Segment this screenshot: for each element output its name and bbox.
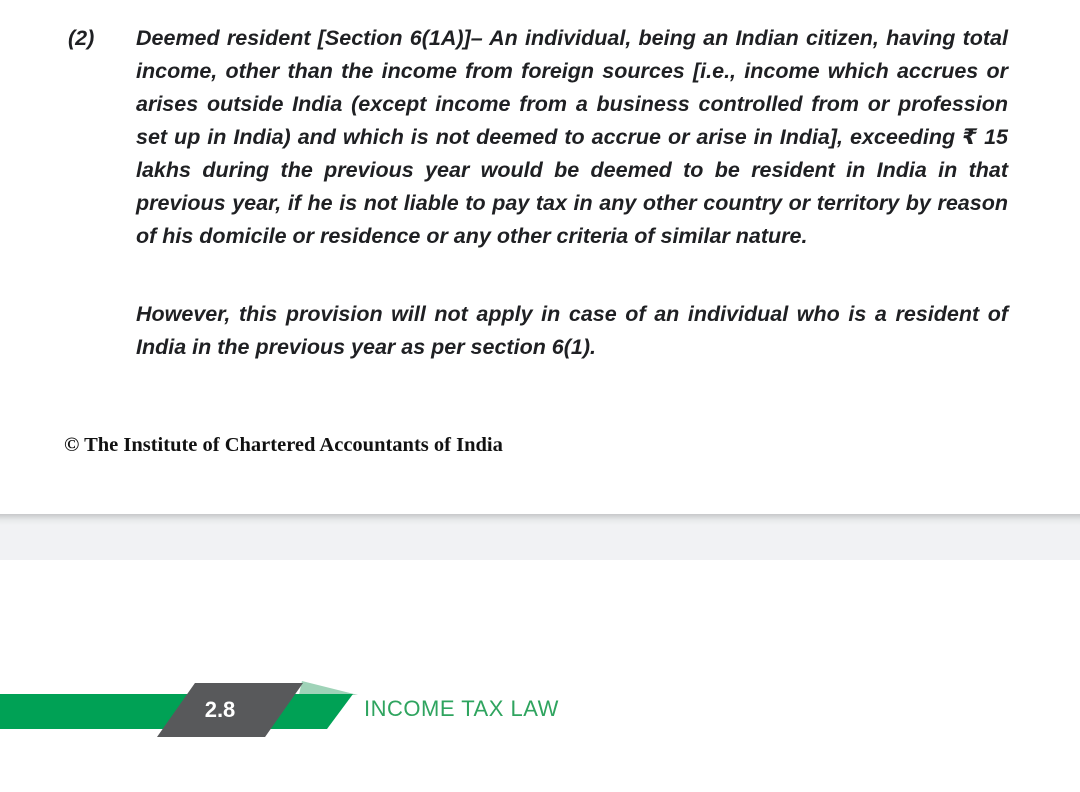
numbered-paragraph: (2) Deemed resident [Section 6(1A)]– An … (68, 22, 1008, 253)
paragraph-however: However, this provision will not apply i… (136, 302, 1008, 359)
copyright-line: © The Institute of Chartered Accountants… (64, 434, 503, 456)
book-title: INCOME TAX LAW (364, 696, 559, 721)
paragraph-deemed-resident: Deemed resident [Section 6(1A)]– An indi… (136, 26, 1008, 248)
page-separator (0, 514, 1080, 560)
list-item-number: (2) (68, 26, 95, 50)
page-number: 2.8 (204, 697, 236, 722)
ribbon-fold-highlight (299, 681, 358, 695)
